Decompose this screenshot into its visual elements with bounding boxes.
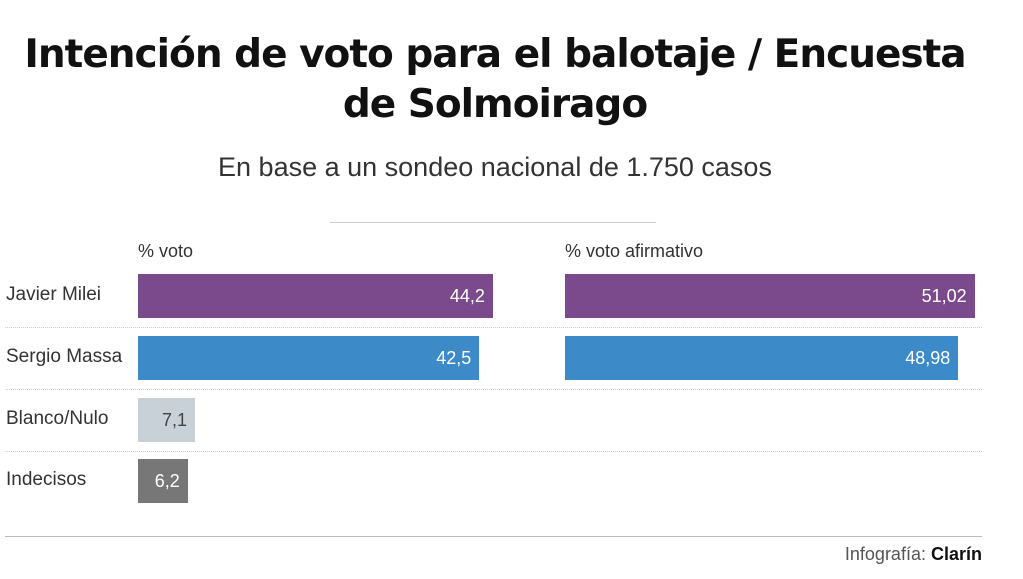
data-label: 51,02 — [921, 286, 967, 306]
data-label: 42,5 — [436, 348, 472, 368]
bar: 6,2 — [138, 459, 188, 503]
credit: Infografía: Clarín — [845, 544, 982, 565]
chart-title: Intención de voto para el balotaje / Enc… — [24, 32, 966, 127]
bar: 48,98 — [565, 336, 959, 380]
data-label: 44,2 — [449, 286, 485, 306]
divider — [330, 222, 656, 223]
data-label: 48,98 — [905, 348, 951, 368]
bar: 44,2 — [138, 274, 493, 318]
credit-prefix: Infografía: — [844, 544, 926, 564]
bar: 51,02 — [565, 274, 975, 318]
data-label: 6,2 — [154, 471, 180, 491]
column-header: % voto afirmativo — [565, 241, 704, 261]
row-label: Sergio Massa — [6, 346, 123, 367]
credit-brand: Clarín — [930, 544, 982, 564]
row-separator — [5, 327, 982, 328]
data-label: 7,1 — [161, 410, 187, 430]
row-label: Javier Milei — [6, 284, 102, 305]
row-label: Blanco/Nulo — [6, 408, 109, 429]
bar: 42,5 — [138, 336, 480, 380]
chart-subtitle: En base a un sondeo nacional de 1.750 ca… — [218, 152, 772, 182]
row-separator — [5, 451, 982, 452]
divider — [5, 536, 982, 537]
row-label: Indecisos — [6, 469, 87, 490]
bar: 7,1 — [138, 398, 195, 442]
column-header: % voto — [138, 241, 194, 261]
row-separator — [5, 389, 982, 390]
